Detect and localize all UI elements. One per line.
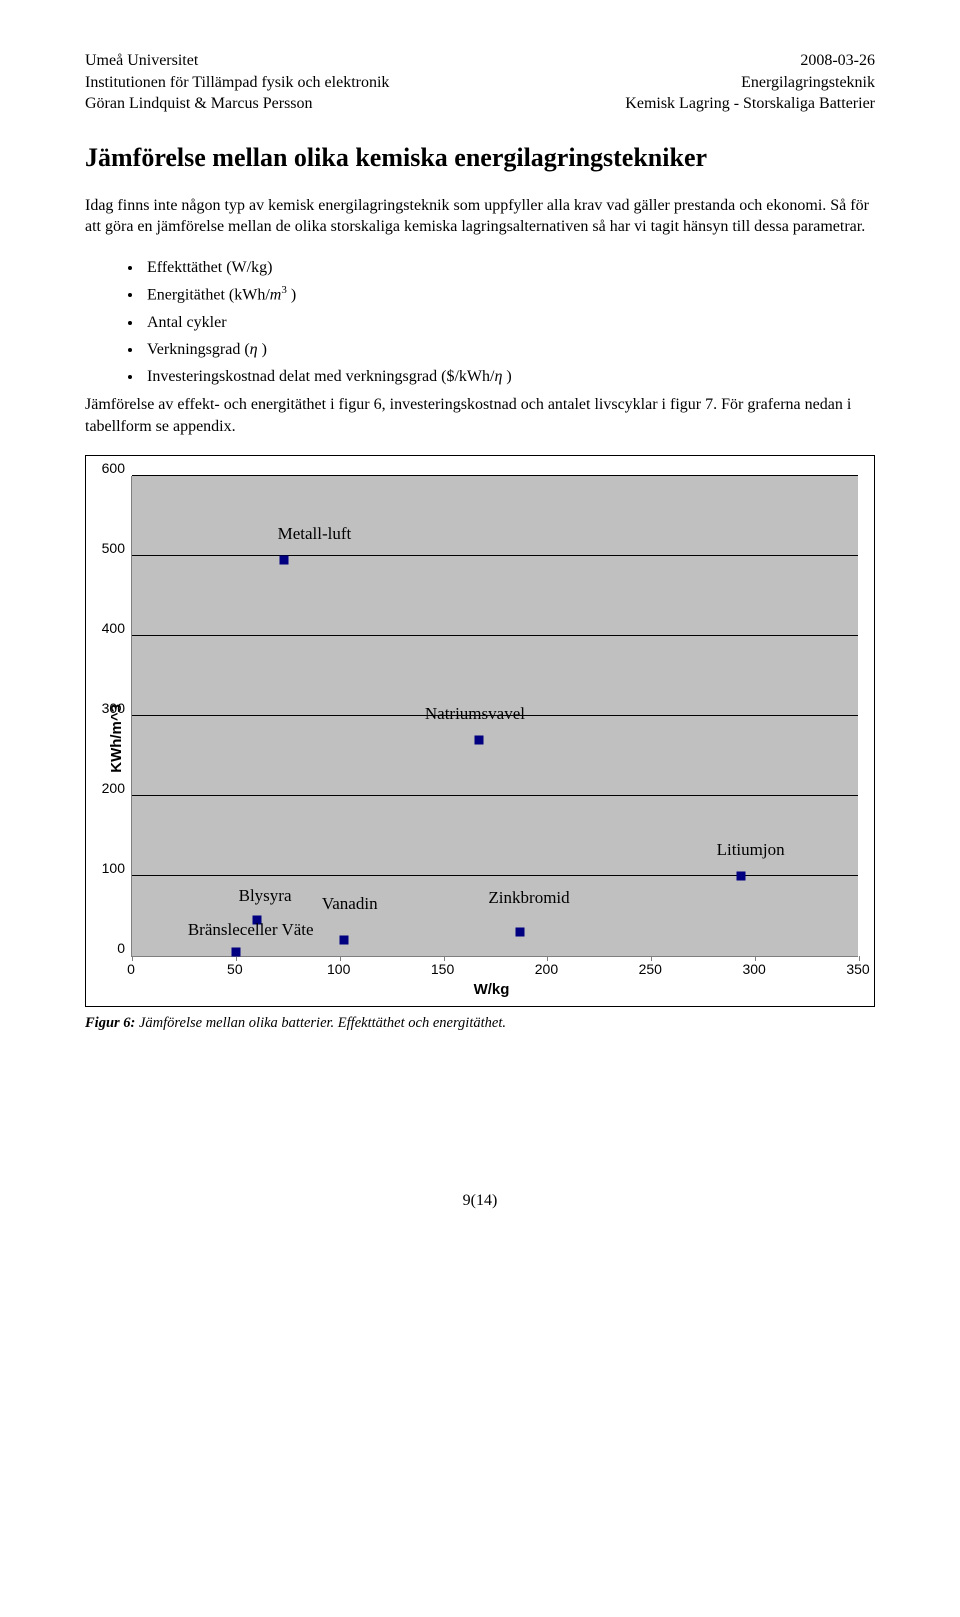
x-tick-label: 250 — [639, 961, 662, 977]
series-label: Litiumjon — [717, 840, 785, 860]
series-label: Bränsleceller Väte — [188, 920, 314, 940]
header-institute: Institutionen för Tillämpad fysik och el… — [85, 72, 389, 94]
eta-1: η — [250, 341, 258, 358]
x-tick-label: 100 — [327, 961, 350, 977]
x-tick-label: 200 — [535, 961, 558, 977]
header-university: Umeå Universitet — [85, 50, 389, 72]
header-left: Umeå Universitet Institutionen för Tillä… — [85, 50, 389, 115]
data-marker — [279, 556, 288, 565]
header-date: 2008-03-26 — [625, 50, 875, 72]
bullet-antal-cykler: Antal cykler — [143, 309, 875, 336]
bullet-energitathet-pre: Energitäthet (kWh/ — [147, 286, 270, 303]
intro-paragraph: Idag finns inte någon typ av kemisk ener… — [85, 195, 875, 238]
page-title: Jämförelse mellan olika kemiska energila… — [85, 143, 875, 173]
bullet-energitathet: Energitäthet (kWh/m3 ) — [143, 281, 875, 309]
data-marker — [231, 948, 240, 957]
header-subtitle: Kemisk Lagring - Storskaliga Batterier — [625, 93, 875, 115]
series-label: Vanadin — [322, 894, 378, 914]
var-m: m — [270, 286, 282, 303]
header-course: Energilagringsteknik — [625, 72, 875, 94]
caption-text: Jämförelse mellan olika batterier. Effek… — [135, 1015, 506, 1031]
bullet-verkningsgrad: Verkningsgrad (η ) — [143, 336, 875, 363]
page-header: Umeå Universitet Institutionen för Tillä… — [85, 50, 875, 115]
x-tick-label: 0 — [127, 961, 135, 977]
bullet-effekttathet: Effekttäthet (W/kg) — [143, 254, 875, 281]
page: Umeå Universitet Institutionen för Tillä… — [0, 0, 960, 1250]
plot-area: Metall-luft Natriumsvavel Litiumjon Blysyra… — [131, 476, 858, 957]
header-right: 2008-03-26 Energilagringsteknik Kemisk L… — [625, 50, 875, 115]
chart-column: 6005004003002001000 Metall-luftNatriumsv… — [125, 476, 858, 1000]
gridline — [132, 875, 858, 876]
x-tick-label: 300 — [742, 961, 765, 977]
chart: KWh/m^3 6005004003002001000 Metall-luftN… — [102, 476, 858, 1000]
bullet-invest-post: ) — [502, 368, 511, 385]
bullet-energitathet-post: ) — [287, 286, 296, 303]
parameter-list: Effekttäthet (W/kg) Energitäthet (kWh/m3… — [85, 254, 875, 390]
x-ticks: 050100150200250300350 — [131, 957, 858, 979]
gridline — [132, 555, 858, 556]
plot-row: 6005004003002001000 Metall-luftNatriumsv… — [125, 476, 858, 957]
caption-lead: Figur 6: — [85, 1015, 135, 1031]
gridline — [132, 635, 858, 636]
gridline — [132, 475, 858, 476]
series-label: Zinkbromid — [488, 888, 569, 908]
series-label: Natriumsvavel — [425, 704, 525, 724]
x-tick-label: 350 — [846, 961, 869, 977]
comparison-paragraph: Jämförelse av effekt- och energitäthet i… — [85, 394, 875, 437]
x-tick-label: 150 — [431, 961, 454, 977]
x-tick-label: 50 — [227, 961, 243, 977]
data-marker — [339, 936, 348, 945]
data-marker — [474, 736, 483, 745]
x-axis-label: W/kg — [125, 981, 858, 998]
series-label: Metall-luft — [278, 524, 352, 544]
page-number: 9(14) — [85, 1192, 875, 1210]
data-marker — [736, 872, 745, 881]
bullet-invest-pre: Investeringskostnad delat med verkningsg… — [147, 368, 494, 385]
header-authors: Göran Lindquist & Marcus Persson — [85, 93, 389, 115]
chart-frame: KWh/m^3 6005004003002001000 Metall-luftN… — [85, 455, 875, 1007]
bullet-verkningsgrad-pre: Verkningsgrad ( — [147, 341, 250, 358]
series-label: Blysyra — [239, 886, 292, 906]
bullet-verkningsgrad-post: ) — [258, 341, 267, 358]
data-marker — [516, 928, 525, 937]
gridline — [132, 795, 858, 796]
figure-caption: Figur 6: Jämförelse mellan olika batteri… — [85, 1015, 875, 1032]
bullet-investeringskostnad: Investeringskostnad delat med verkningsg… — [143, 363, 875, 390]
